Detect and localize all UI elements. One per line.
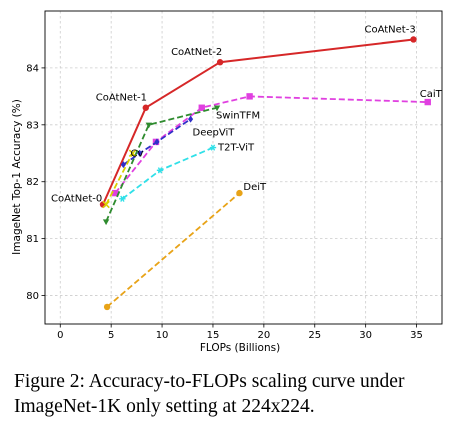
point-cait	[246, 93, 253, 100]
point-cait	[198, 104, 205, 111]
line-coatnet	[102, 38, 414, 205]
series-t2t-vit	[119, 144, 217, 202]
y-tick-label: 81	[26, 234, 39, 245]
point-annotations: CoAtNet-0 CoAtNet-1 CoAtNet-2 CoAtNet-3 CaiT…	[51, 24, 443, 204]
annotation-label: T2T-ViT	[217, 143, 255, 154]
annotation-label: CoAtNet-3	[364, 24, 415, 35]
point-cvt	[102, 200, 110, 209]
point-swintfm	[102, 219, 110, 226]
point-deit	[103, 303, 111, 311]
x-tick-label: 30	[359, 330, 372, 341]
point-deepvit	[188, 115, 194, 123]
annotation-label: CoAtNet-2	[171, 47, 222, 58]
point-coatnet	[142, 104, 149, 111]
x-tick-label: 35	[410, 330, 423, 341]
x-tick-label: 15	[207, 330, 220, 341]
point-swintfm	[145, 122, 153, 129]
x-tick-label: 0	[57, 330, 63, 341]
line-cvt	[105, 152, 134, 205]
point-t2t-vit	[156, 167, 164, 174]
grid-lines	[45, 11, 442, 324]
y-axis-label: ImageNet Top-1 Accuracy (%)	[11, 99, 23, 255]
annotation-label: CaiT	[420, 89, 443, 100]
point-deepvit	[154, 138, 160, 146]
axes: 0 5 10 15 20 25 30 35 80 81 82 83 84	[26, 10, 443, 341]
point-cait	[112, 189, 119, 197]
line-deit	[106, 192, 240, 308]
x-tick-label: 25	[308, 330, 321, 341]
y-tick-label: 83	[26, 120, 39, 131]
x-tick-label: 5	[108, 330, 114, 341]
point-deit	[236, 189, 243, 197]
line-cait	[114, 95, 428, 194]
x-tick-label: 20	[257, 330, 270, 341]
series-deit	[103, 189, 243, 311]
y-tick-label: 82	[26, 177, 39, 188]
point-coatnet	[216, 59, 224, 66]
point-t2t-vit	[209, 144, 217, 151]
plot-frame	[44, 10, 443, 325]
y-tick-label: 80	[26, 291, 39, 302]
annotation-label: CoAtNet-1	[96, 93, 147, 104]
annotation-label: CoAtNet-0	[51, 193, 102, 204]
point-swintfm	[213, 105, 221, 112]
point-t2t-vit	[119, 195, 126, 202]
point-coatnet	[410, 36, 417, 43]
series-cait	[112, 93, 431, 197]
annotation-label: SwinTFM	[216, 110, 260, 121]
annotation-label: DeepViT	[193, 128, 236, 139]
series-lines	[99, 36, 431, 311]
annotation-label: Cv	[131, 148, 144, 159]
annotation-label: DeiT	[243, 182, 267, 193]
x-tick-label: 10	[156, 330, 169, 341]
line-deepvit	[122, 118, 192, 166]
point-cait	[424, 98, 431, 106]
series-swintfm	[102, 105, 221, 226]
point-deepvit	[137, 149, 143, 157]
y-tick-label: 84	[26, 63, 39, 74]
point-deepvit	[120, 161, 126, 169]
series-cvt	[102, 149, 137, 209]
point-cvt	[128, 149, 137, 158]
x-axis-label: FLOPs (Billions)	[200, 342, 280, 354]
series-deepvit	[120, 115, 194, 169]
figure-caption: Figure 2: Accuracy-to-FLOPs scaling curv…	[14, 371, 405, 417]
